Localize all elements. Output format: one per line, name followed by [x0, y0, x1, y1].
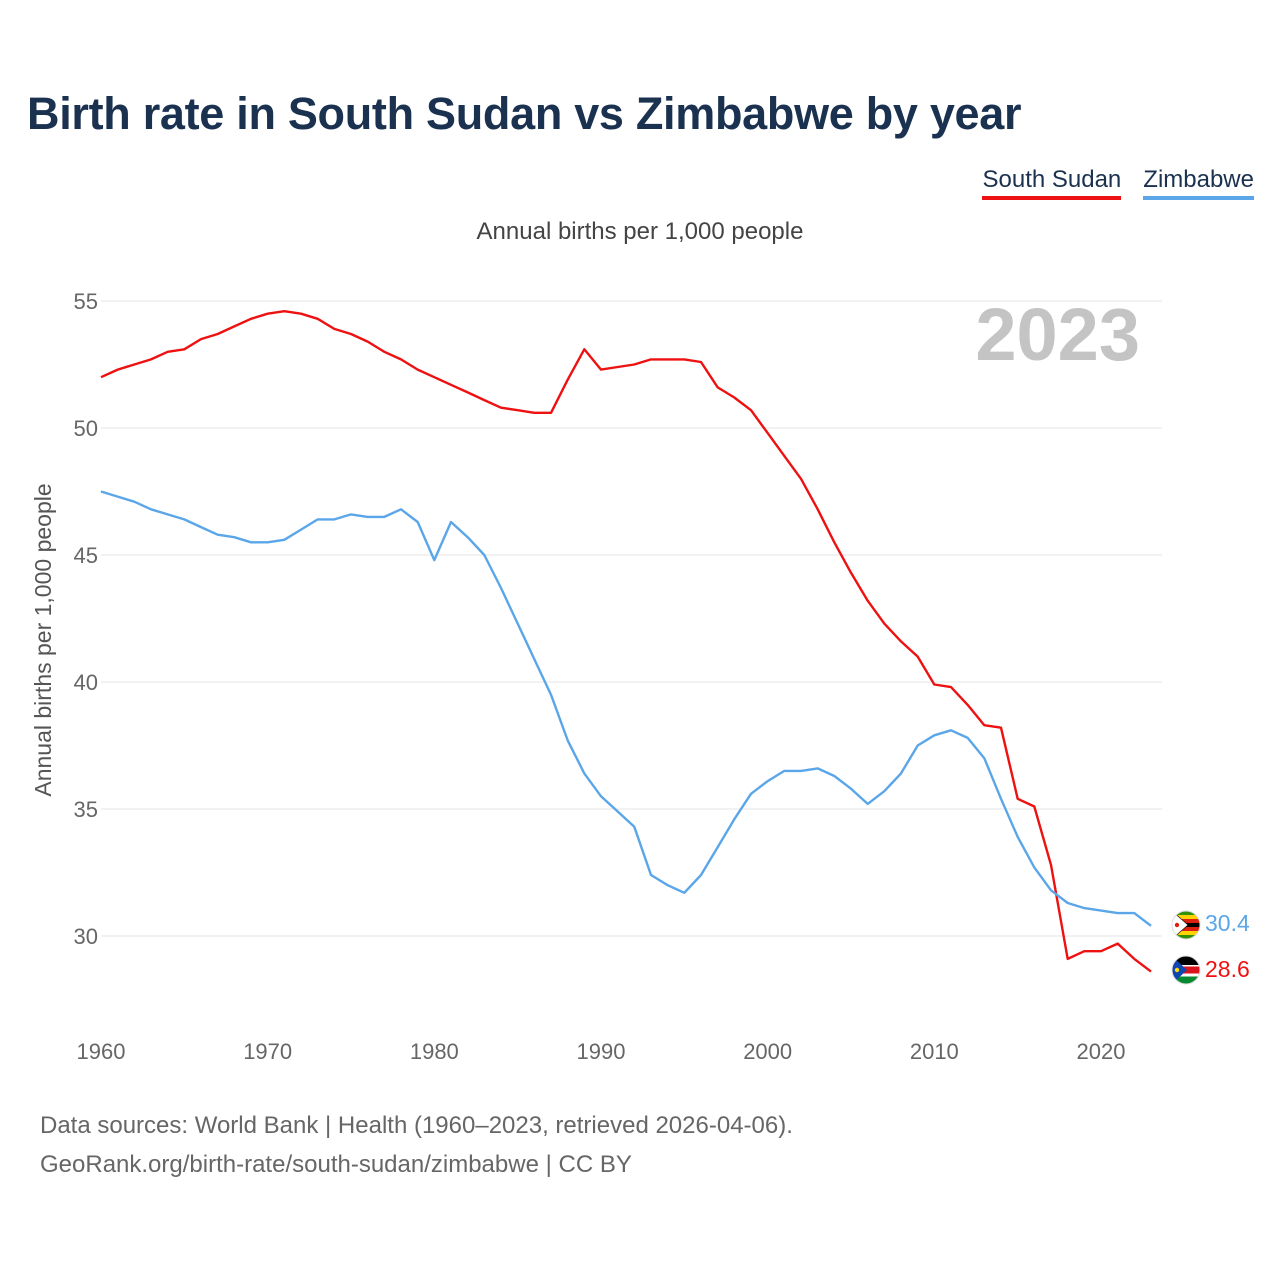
x-tick-label: 1960 [77, 1039, 126, 1064]
x-tick-label: 2020 [1077, 1039, 1126, 1064]
gridlines [101, 300, 1162, 937]
legend: South Sudan Zimbabwe [982, 166, 1254, 200]
x-tick-label: 1980 [410, 1039, 459, 1064]
series-line-south-sudan[interactable] [100, 310, 1152, 973]
zimbabwe-end-value: 30.4 [1205, 910, 1250, 936]
zimbabwe-flag-icon [1172, 911, 1200, 939]
chart-title: Birth rate in South Sudan vs Zimbabwe by… [27, 88, 1022, 139]
y-tick-label: 40 [74, 670, 98, 695]
year-label: 2023 [975, 293, 1140, 376]
x-tick-label: 1970 [243, 1039, 292, 1064]
footer: Data sources: World Bank | Health (1960–… [40, 1106, 793, 1184]
y-tick-label: 45 [74, 543, 98, 568]
series-line-zimbabwe[interactable] [100, 490, 1152, 927]
chart-subtitle: Annual births per 1,000 people [476, 218, 804, 245]
y-tick-label: 50 [74, 416, 98, 441]
y-tick-label: 55 [74, 289, 98, 314]
y-tick-label: 30 [74, 924, 98, 949]
x-tick-label: 1990 [577, 1039, 626, 1064]
legend-item-zimbabwe[interactable]: Zimbabwe [1143, 166, 1254, 200]
south-sudan-end-value: 28.6 [1205, 956, 1250, 982]
x-axis-ticks: 1960 1970 1980 1990 2000 2010 2020 [77, 1039, 1126, 1064]
x-tick-label: 2010 [910, 1039, 959, 1064]
y-tick-label: 35 [74, 797, 98, 822]
legend-item-south-sudan[interactable]: South Sudan [982, 166, 1122, 200]
series-lines [100, 310, 1152, 973]
footer-link[interactable]: GeoRank.org/birth-rate/south-sudan/zimba… [40, 1151, 632, 1178]
south-sudan-flag-icon [1172, 956, 1200, 984]
x-tick-label: 2000 [743, 1039, 792, 1064]
y-axis-ticks: 30 35 40 45 50 55 [74, 289, 98, 949]
footer-sources: Data sources: World Bank | Health (1960–… [40, 1112, 793, 1139]
y-axis-label: Annual births per 1,000 people [30, 483, 56, 796]
